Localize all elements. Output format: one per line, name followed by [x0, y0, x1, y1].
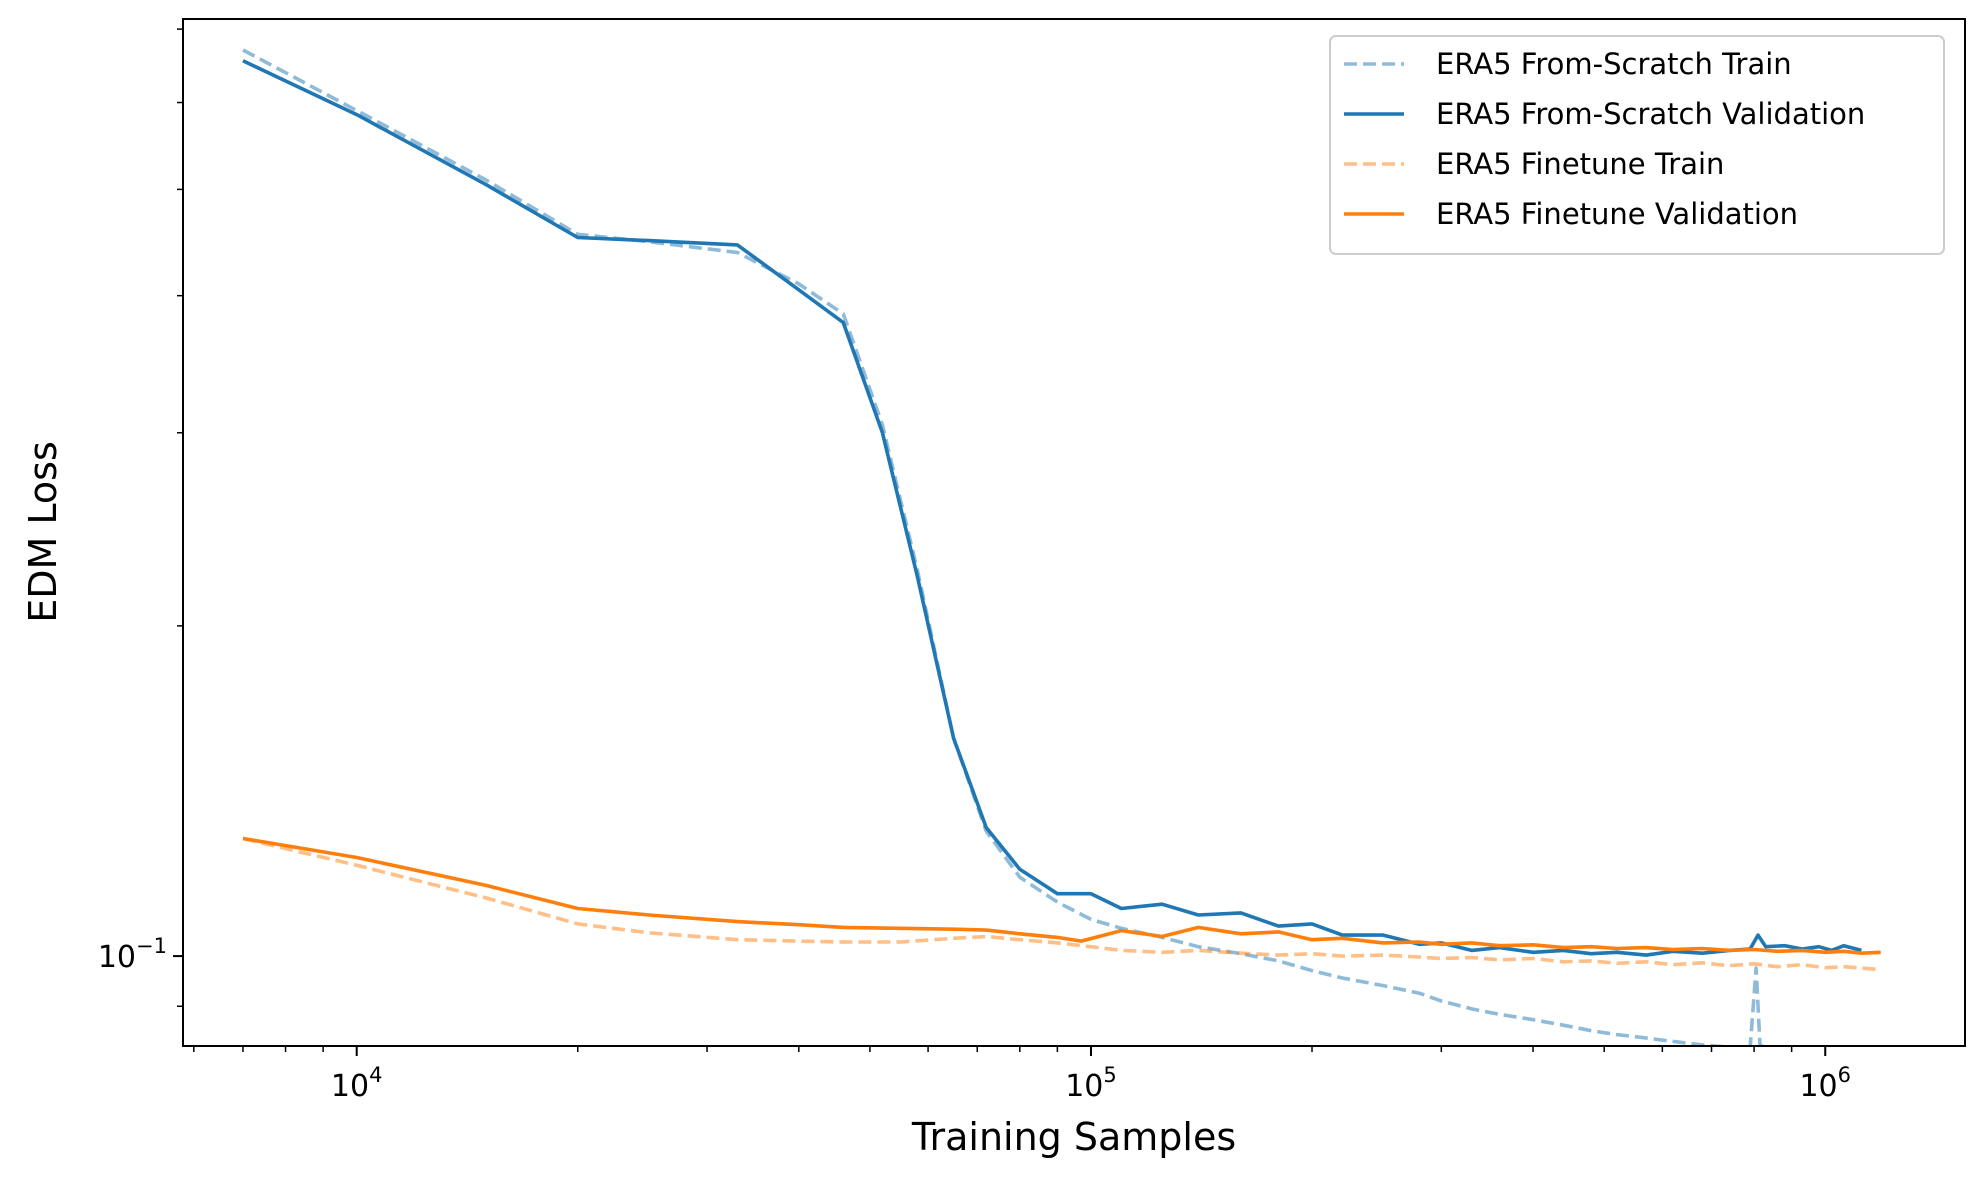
- plot-lines: [242, 48, 1881, 1046]
- series-line-2: [242, 59, 1862, 957]
- y-axis-label: EDM Loss: [21, 441, 65, 622]
- major-ticks: [173, 955, 1827, 1056]
- legend-label-1: ERA5 From-Scratch Train: [1436, 47, 1792, 81]
- x-tick-label-2: 105: [1065, 1063, 1117, 1104]
- plot-frame: [182, 18, 1966, 1047]
- series-line-1: [242, 48, 1766, 1046]
- legend-box: [1329, 35, 1945, 255]
- legend-label-2: ERA5 From-Scratch Validation: [1436, 97, 1865, 131]
- x-axis-label: Training Samples: [911, 1115, 1236, 1159]
- x-tick-label-1: 104: [331, 1063, 383, 1104]
- series-line-3: [242, 836, 1881, 972]
- tick-labels: 104 105 106 10−1: [98, 934, 1851, 1104]
- legend-label-4: ERA5 Finetune Validation: [1436, 197, 1798, 231]
- legend-label-3: ERA5 Finetune Train: [1436, 147, 1724, 181]
- x-tick-label-3: 106: [1799, 1063, 1851, 1104]
- series-line-4: [242, 836, 1881, 956]
- y-tick-label-1: 10−1: [98, 934, 167, 975]
- legend: ERA5 From-Scratch Train ERA5 From-Scratch…: [1329, 35, 1945, 255]
